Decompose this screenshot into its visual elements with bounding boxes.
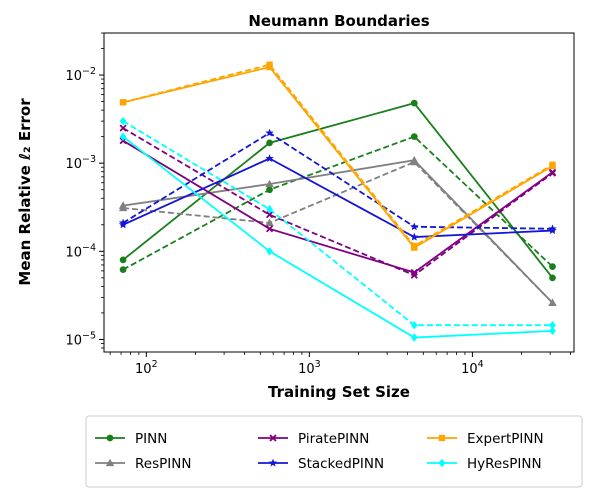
series-hyrespinn-dashed-point — [266, 205, 273, 214]
series-hyrespinn-dashed-point — [119, 116, 127, 126]
series-stackedpinn-dashed-point — [410, 222, 419, 231]
legend-box — [85, 415, 583, 488]
series-hyrespinn-dashed-point — [549, 321, 556, 330]
series-expertpinn-solid-point — [549, 162, 556, 170]
legend-item-pinn: PINN — [95, 431, 167, 447]
series-stackedpinn-solid-point — [265, 154, 274, 163]
series-layer — [118, 61, 557, 342]
legend-label: HyResPINN — [467, 456, 542, 472]
series-piratepinn-solid-point — [410, 268, 418, 277]
legend-marker — [438, 434, 446, 442]
series-pinn-solid-point — [266, 139, 273, 147]
series-expertpinn-solid-line — [122, 66, 553, 249]
series-hyrespinn-solid-point — [266, 247, 273, 256]
legend-item-piratepinn: PiratePINN — [258, 431, 369, 447]
series-piratepinn-dashed-line — [122, 127, 554, 277]
series-pinn-solid-line — [122, 102, 554, 279]
series-expertpinn — [119, 61, 556, 251]
series-piratepinn — [119, 124, 557, 279]
series-respinn-solid-point — [548, 298, 557, 307]
x-axis-label: Training Set Size — [268, 383, 410, 401]
legend-label: ExpertPINN — [467, 431, 544, 447]
series-respinn-solid-point — [118, 201, 128, 209]
legend-marker — [268, 458, 278, 467]
series-hyrespinn-solid-point — [410, 333, 418, 342]
series-stackedpinn-solid-point — [410, 232, 419, 241]
series-piratepinn-dashed-point — [119, 124, 127, 132]
y-axis-label: Mean Relative ℓ₂ Error — [16, 98, 34, 286]
series-pinn-dashed-point — [410, 133, 418, 141]
series-respinn-dashed-point — [265, 218, 274, 227]
series-stackedpinn-solid-point — [118, 220, 128, 229]
legend-label: ResPINN — [135, 456, 191, 472]
series-piratepinn-dashed-point — [265, 211, 274, 219]
series-pinn-dashed-line — [122, 135, 554, 271]
series-respinn-solid-point — [265, 179, 274, 188]
series-hyrespinn — [119, 116, 556, 342]
legend-item-expertpinn: ExpertPINN — [427, 431, 544, 447]
y-tick-label: 10−2 — [65, 66, 96, 84]
x-tick-label: 103 — [298, 359, 321, 377]
series-hyrespinn-solid-point — [549, 326, 556, 336]
legend-label: PiratePINN — [298, 431, 369, 447]
series-pinn-dashed-point — [119, 266, 127, 273]
series-piratepinn-solid-point — [265, 225, 274, 233]
series-expertpinn-dashed-line — [122, 63, 553, 248]
legend-label: PINN — [135, 431, 167, 447]
x-tick-label: 102 — [135, 359, 158, 377]
chart-title: Neumann Boundaries — [248, 12, 429, 30]
series-stackedpinn-dashed-point — [265, 128, 274, 137]
legend-item-hyrespinn: HyResPINN — [427, 456, 542, 472]
series-piratepinn-solid-line — [122, 139, 554, 274]
legend-label: StackedPINN — [298, 456, 384, 472]
y-tick-label: 10−4 — [65, 242, 96, 260]
series-pinn-solid-point — [549, 274, 556, 282]
series-stackedpinn-solid-line — [122, 157, 553, 238]
series-pinn-solid-point — [119, 256, 127, 264]
series-respinn-solid-line — [122, 159, 554, 304]
series-hyrespinn-solid-line — [122, 135, 553, 339]
series-hyrespinn-dashed-line — [122, 120, 553, 327]
legend-marker — [438, 458, 446, 468]
series-respinn-solid-point — [410, 156, 419, 164]
plot-frame — [103, 32, 575, 353]
series-pinn-dashed-point — [549, 263, 556, 270]
series-pinn-solid-point — [410, 99, 418, 107]
series-respinn-dashed-line — [122, 160, 554, 304]
legend-item-respinn: ResPINN — [95, 456, 191, 472]
legend: PINN ResPINN PiratePINN StackedPINN ExpertPI… — [95, 431, 544, 472]
legend-marker — [106, 434, 114, 442]
legend-marker — [269, 434, 277, 442]
series-stackedpinn-dashed-line — [122, 131, 553, 230]
series-pinn-dashed-point — [266, 186, 273, 194]
series-piratepinn-solid-point — [548, 168, 557, 176]
y-tick-label: 10−3 — [65, 154, 96, 172]
series-expertpinn-solid-point — [411, 244, 418, 251]
y-tick-label: 10−5 — [65, 330, 96, 348]
axis-ticks: 102 103 104 10−5 10−4 10−3 10−2 — [65, 32, 571, 377]
series-hyrespinn-dashed-point — [410, 321, 418, 330]
x-tick-label: 104 — [461, 359, 484, 377]
series-expertpinn-solid-point — [266, 63, 273, 71]
series-stackedpinn-solid-point — [548, 226, 557, 235]
series-pinn — [119, 99, 556, 282]
legend-marker — [105, 458, 115, 467]
series-hyrespinn-solid-point — [119, 132, 127, 141]
legend-item-stackedpinn: StackedPINN — [258, 456, 384, 472]
series-stackedpinn — [118, 128, 557, 241]
series-expertpinn-solid-point — [119, 99, 127, 106]
